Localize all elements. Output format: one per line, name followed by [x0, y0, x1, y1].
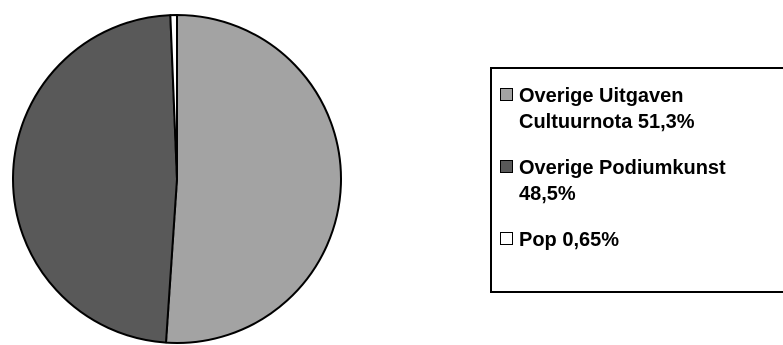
pie-slice-0 [164, 14, 342, 344]
legend-swatch-overige-podiumkunst [500, 160, 513, 173]
pie-slice-1 [12, 14, 178, 344]
legend-item-pop: Pop 0,65% [500, 227, 619, 253]
legend-swatch-overige-uitgaven [500, 88, 513, 101]
legend-item-overige-uitgaven: Overige Uitgaven Cultuurnota 51,3% [500, 83, 695, 135]
legend-swatch-pop [500, 232, 513, 245]
legend-label-overige-podiumkunst: Overige Podiumkunst 48,5% [519, 157, 726, 205]
legend-item-overige-podiumkunst: Overige Podiumkunst 48,5% [500, 155, 726, 207]
pie-slice-2 [169, 14, 178, 180]
legend-label-pop: Pop 0,65% [519, 229, 620, 251]
pie-chart [12, 14, 342, 344]
legend-label-overige-uitgaven: Overige Uitgaven Cultuurnota 51,3% [519, 85, 695, 133]
chart-legend: Overige Uitgaven Cultuurnota 51,3% Overi… [490, 67, 783, 293]
